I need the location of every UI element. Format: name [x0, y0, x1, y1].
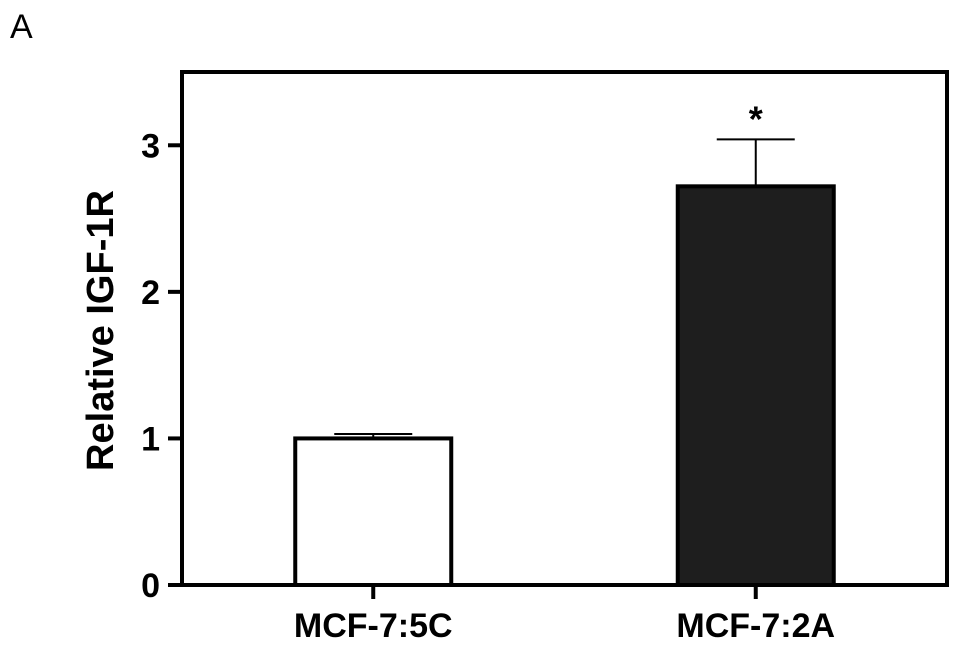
- bar-mcf-7-2a: [675, 184, 836, 587]
- plot-frame: [180, 70, 949, 587]
- labels: 0 1 2 3 Relative IGF-1R MCF-7:5C * MCF-7:2A: [80, 98, 835, 645]
- y-tick-label: 2: [141, 274, 160, 312]
- bars: [293, 138, 836, 587]
- x-tick-label: MCF-7:5C: [294, 607, 453, 645]
- significance-marker: *: [749, 98, 763, 139]
- y-tick-label: 1: [141, 420, 160, 458]
- axes: [168, 70, 949, 599]
- y-axis-label: Relative IGF-1R: [80, 190, 122, 471]
- y-tick-label: 0: [141, 567, 160, 605]
- y-tick-label: 3: [141, 127, 160, 165]
- bar-mcf-7-5c: [293, 436, 454, 587]
- x-tick-label: MCF-7:2A: [676, 607, 835, 645]
- panel-label: A: [10, 8, 33, 46]
